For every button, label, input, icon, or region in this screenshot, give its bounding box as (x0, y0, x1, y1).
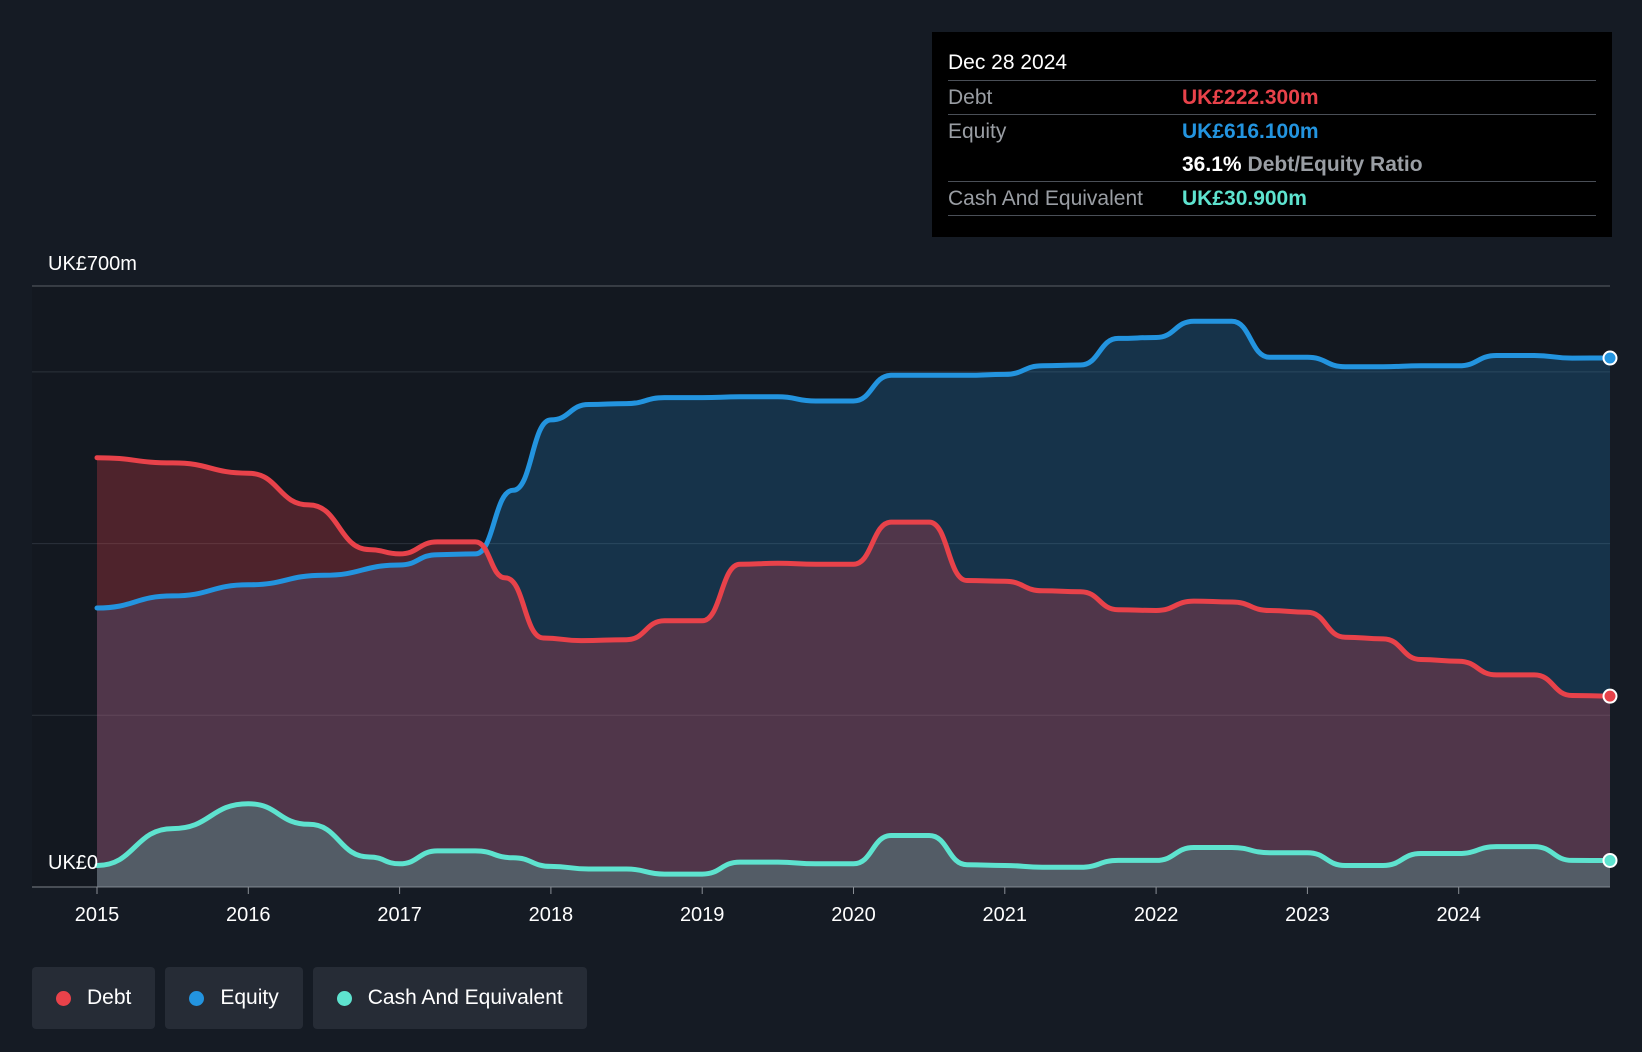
tooltip-ratio-value: 36.1% (1182, 153, 1242, 176)
series-end-points (1602, 350, 1618, 868)
legend: Debt Equity Cash And Equivalent (32, 967, 597, 1029)
x-tick-label: 2017 (377, 904, 422, 926)
x-tick-label: 2019 (680, 904, 725, 926)
gridlines (32, 285, 1610, 888)
area-equity (97, 321, 1610, 887)
tooltip-label: Cash And Equivalent (948, 187, 1143, 210)
tooltip-ratio-label: Debt/Equity Ratio (1247, 153, 1423, 176)
series-lines (94, 318, 1613, 877)
tooltip-label: Debt (948, 86, 993, 109)
point-debt[interactable] (1602, 688, 1618, 704)
x-tick-label: 2022 (1134, 904, 1179, 926)
x-tick-label: 2021 (983, 904, 1028, 926)
series-areas (97, 321, 1610, 887)
x-tick-label: 2018 (529, 904, 574, 926)
legend-label: Equity (220, 986, 279, 1009)
x-tick-label: 2024 (1436, 904, 1481, 926)
tooltip-label: Equity (948, 120, 1007, 143)
area-debt (97, 457, 1610, 887)
tooltip-value-cash: UK£30.900m (1182, 187, 1307, 210)
x-tick-label: 2015 (75, 904, 120, 926)
tooltip-label (948, 148, 1182, 181)
line-equity (94, 318, 1613, 611)
legend-label: Cash And Equivalent (367, 986, 563, 1009)
legend-dot-icon (336, 990, 352, 1006)
point-cash-and-equivalent[interactable] (1602, 852, 1618, 868)
tooltip-value-equity: UK£616.100m (1182, 120, 1319, 143)
line-debt (94, 455, 1613, 699)
tooltip-value-debt: UK£222.300m (1182, 86, 1319, 109)
legend-item-cash[interactable]: Cash And Equivalent (312, 967, 587, 1029)
tooltip-panel: Dec 28 2024 Debt UK£222.300m Equity UK£6… (932, 32, 1612, 237)
area-cash-and-equivalent (97, 803, 1610, 887)
tooltip-date: Dec 28 2024 (948, 46, 1596, 81)
tooltip-row-equity: Equity UK£616.100m (948, 115, 1596, 148)
point-equity[interactable] (1602, 350, 1618, 366)
legend-dot-icon (56, 990, 71, 1006)
x-tick-label: 2023 (1285, 904, 1330, 926)
legend-item-debt[interactable]: Debt (32, 967, 156, 1029)
tooltip-row-debt: Debt UK£222.300m (948, 81, 1596, 115)
x-axis: 2015 2016 2017 2018 2019 2020 2021 2022 2023 2024 (75, 887, 1481, 926)
y-tick-label-bottom: UK£0 (48, 852, 98, 874)
plot-background (32, 286, 1610, 887)
x-tick-label: 2016 (226, 904, 271, 926)
legend-label: Debt (87, 986, 132, 1009)
legend-dot-icon (189, 990, 205, 1006)
y-tick-label-top: UK£700m (48, 253, 137, 275)
x-tick-label: 2020 (831, 904, 876, 926)
tooltip-row-cash: Cash And Equivalent UK£30.900m (948, 182, 1596, 216)
tooltip-row-ratio: 36.1% Debt/Equity Ratio (948, 148, 1596, 182)
line-cash-and-equivalent (94, 801, 1613, 877)
legend-item-equity[interactable]: Equity (165, 967, 303, 1029)
